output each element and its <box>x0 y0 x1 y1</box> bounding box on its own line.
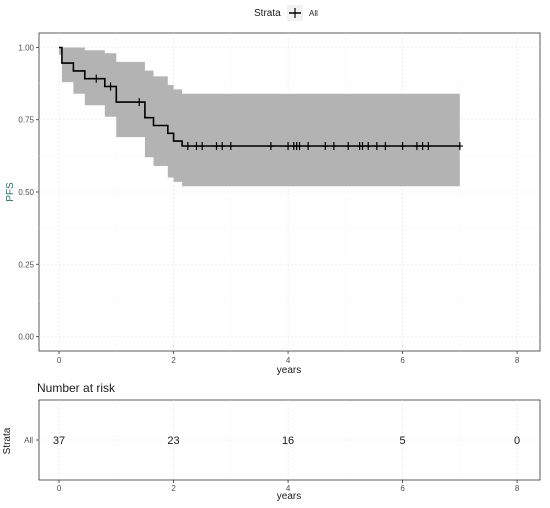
censor-marks <box>93 74 463 151</box>
risk-x-tick-label: 6 <box>400 484 405 493</box>
y-tick-label: 0.50 <box>18 188 34 197</box>
risk-y-axis-title: Strata <box>2 427 13 454</box>
y-tick-label: 0.00 <box>18 333 34 342</box>
km-curve <box>59 46 460 147</box>
risk-x-axis-ticks: 0 2 4 6 8 <box>57 480 520 493</box>
y-axis-ticks: 0.00 0.25 0.50 0.75 1.00 <box>18 43 39 342</box>
km-step-line <box>59 46 460 147</box>
risk-table: Number at risk 37 23 16 5 0 0 2 4 6 8 Strata All… <box>2 381 541 502</box>
x-tick-label: 4 <box>286 356 291 365</box>
main-panel: 0.00 0.25 0.50 0.75 1.00 0 2 4 6 8 PFS years <box>5 32 541 376</box>
x-tick-label: 2 <box>171 356 176 365</box>
y-tick-label: 0.75 <box>18 116 34 125</box>
y-axis-title: PFS <box>5 182 16 202</box>
risk-x-tick-label: 8 <box>515 484 520 493</box>
risk-x-tick-label: 0 <box>57 484 62 493</box>
x-tick-label: 8 <box>515 356 520 365</box>
risk-x-tick-label: 4 <box>286 484 291 493</box>
y-tick-label: 1.00 <box>18 43 34 52</box>
risk-count: 37 <box>53 435 65 447</box>
risk-count: 16 <box>282 435 294 447</box>
x-tick-label: 0 <box>57 356 62 365</box>
risk-table-title: Number at risk <box>37 381 116 395</box>
legend: Strata All <box>254 5 318 21</box>
risk-count: 0 <box>514 435 520 447</box>
ci-band <box>59 47 460 187</box>
x-tick-label: 6 <box>400 356 405 365</box>
legend-title: Strata <box>254 8 281 19</box>
risk-x-tick-label: 2 <box>171 484 176 493</box>
risk-count: 5 <box>400 435 406 447</box>
risk-grid <box>36 400 540 480</box>
risk-x-axis-title: years <box>277 491 301 502</box>
x-axis-title: years <box>277 365 301 376</box>
x-axis-ticks: 0 2 4 6 8 <box>57 351 520 365</box>
risk-counts: 37 23 16 5 0 <box>53 435 520 447</box>
y-tick-label: 0.25 <box>18 260 34 269</box>
ci-band-area <box>59 47 460 187</box>
legend-label-all: All <box>309 9 318 18</box>
risk-count: 23 <box>167 435 179 447</box>
risk-row-label: All <box>24 436 33 445</box>
